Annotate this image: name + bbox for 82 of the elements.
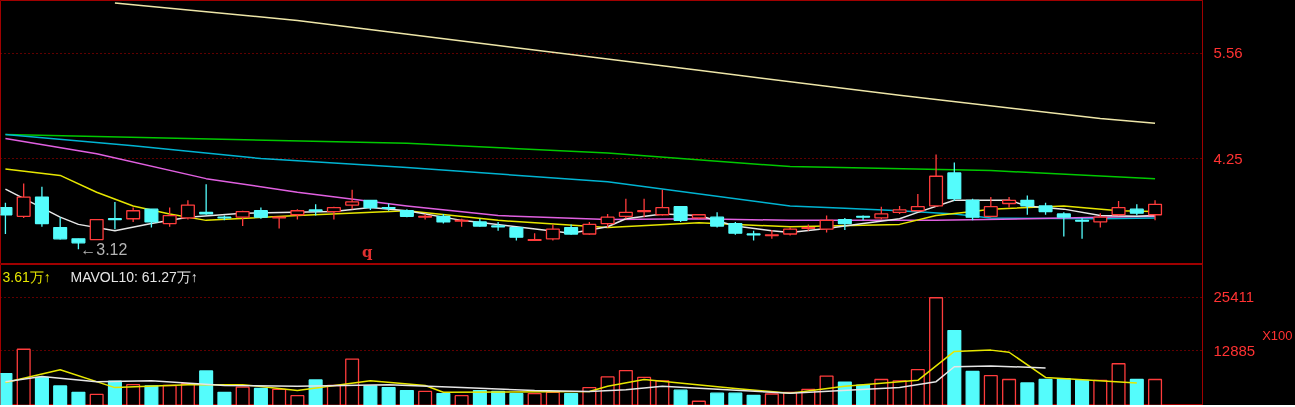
y-axis-title: X100: [1262, 327, 1293, 343]
bar: [564, 392, 579, 405]
bar: [947, 329, 962, 405]
bar: [728, 392, 743, 405]
bar: [691, 400, 706, 405]
bar: [545, 391, 560, 405]
bar: [71, 391, 86, 405]
bar: [965, 370, 980, 405]
bar: [764, 393, 779, 405]
bar: [53, 385, 68, 405]
bar: [363, 385, 378, 405]
bar: [746, 394, 761, 405]
candlestick: [965, 198, 980, 222]
bar: [509, 392, 524, 405]
candlestick: [199, 183, 214, 216]
bar: [1129, 378, 1144, 405]
bar: [144, 385, 159, 405]
bar: [217, 391, 232, 405]
bar: [326, 384, 341, 405]
candlestick: [326, 206, 341, 221]
candlestick: [107, 201, 122, 230]
candlestick: [89, 218, 104, 241]
bar: [345, 358, 360, 405]
line-series: [4, 349, 1138, 394]
bar: [1093, 379, 1108, 405]
candlestick: [618, 198, 633, 220]
bar: [162, 384, 177, 405]
bar: [1038, 378, 1053, 405]
candlestick: [53, 216, 68, 241]
y-tick-label: 5.56: [1213, 44, 1243, 62]
y-tick-label: 12885: [1213, 341, 1256, 359]
candlestick: [162, 206, 177, 228]
bar: [253, 387, 268, 405]
bar: [381, 386, 396, 405]
bar: [1111, 363, 1126, 405]
annotation: q: [362, 242, 373, 261]
candlestick: [1056, 211, 1071, 238]
bar: [290, 395, 305, 405]
bar: [399, 389, 414, 405]
candlestick: [16, 182, 31, 219]
bar: [180, 383, 195, 405]
candlestick: [637, 198, 652, 218]
candlestick: [180, 199, 195, 221]
y-tick-label: 4.25: [1213, 149, 1243, 167]
candlestick: [144, 208, 159, 229]
y-tick-label: 25411: [1213, 288, 1255, 306]
bar: [418, 390, 433, 405]
bar: [199, 370, 214, 405]
line-series: [114, 2, 1156, 125]
bar: [235, 386, 250, 405]
candlestick: [272, 216, 287, 230]
bar: [1148, 378, 1163, 405]
annotation: ←3.12: [80, 240, 128, 258]
annotation: MAVOL10: 61.27万↑: [70, 268, 198, 285]
line-series: [4, 365, 1047, 394]
bar: [655, 380, 670, 405]
bar: [454, 395, 469, 405]
candlestick: [345, 189, 360, 210]
bar: [673, 389, 688, 405]
bar: [527, 392, 542, 405]
candlestick: [1002, 196, 1017, 209]
candlestick: [655, 189, 670, 217]
bar: [436, 392, 451, 405]
bar: [929, 297, 944, 405]
bar: [1020, 382, 1035, 405]
bar: [34, 376, 49, 405]
bar: [1002, 378, 1017, 405]
candlestick: [491, 221, 506, 232]
bar: [126, 383, 141, 405]
bar: [272, 388, 287, 405]
bar: [1056, 378, 1071, 405]
candlestick: [1148, 199, 1163, 222]
candlestick: [418, 213, 433, 221]
bar: [1075, 379, 1090, 405]
bar: [618, 369, 633, 405]
bar: [710, 392, 725, 405]
candlestick: [1020, 194, 1035, 216]
bar: [16, 348, 31, 405]
bar: [89, 393, 104, 405]
annotation: 3.61万↑: [2, 268, 51, 285]
candlestick: [1075, 217, 1090, 240]
bar: [983, 375, 998, 405]
